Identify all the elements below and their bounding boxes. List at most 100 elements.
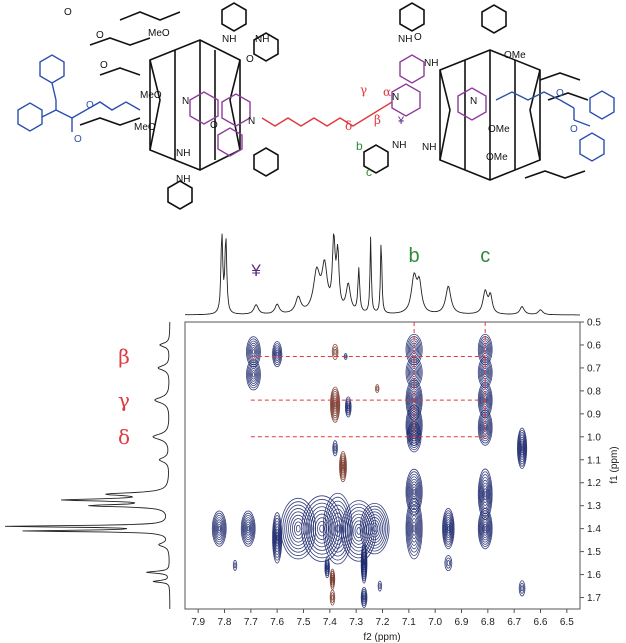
- contour-ring: [240, 510, 256, 547]
- contour-ring: [517, 427, 528, 469]
- contour-ring: [293, 521, 303, 536]
- contour-ring: [483, 488, 488, 501]
- contour-ring: [275, 349, 280, 359]
- contour-ring: [345, 398, 351, 416]
- contour-ring: [482, 367, 488, 378]
- contour-ring: [346, 510, 371, 552]
- contour-ring: [447, 525, 450, 532]
- contour-ring: [356, 527, 362, 535]
- contour-ring: [519, 436, 526, 460]
- contour-ring: [342, 464, 344, 470]
- x-tick-label: 7.5: [297, 617, 311, 628]
- contour-ring: [478, 510, 492, 547]
- y-axis: 0.5 0.6 0.7 0.8 0.9 1.0 1.1 1.2 1.3 1.4 1.5 1.6 1.7: [580, 318, 601, 604]
- contour-ring: [303, 499, 341, 559]
- contour-ring: [324, 557, 330, 579]
- y-tick-label: 0.9: [587, 409, 601, 420]
- contour-ring: [275, 531, 279, 544]
- contour-ring: [330, 572, 335, 586]
- structure-label-ome-3: OMe: [486, 152, 508, 163]
- contour-ring: [251, 370, 256, 380]
- structure-label-o-6: O: [414, 32, 422, 43]
- contour-ring: [442, 508, 455, 550]
- cross-peak: [246, 359, 261, 391]
- contour-ring: [308, 506, 336, 551]
- contour-ring: [325, 563, 329, 573]
- structure-label-nh-3: NH: [176, 148, 190, 159]
- y-tick-label: 1.1: [587, 455, 601, 466]
- structure-label-yen: ¥: [397, 115, 405, 127]
- structure-label-o-8: O: [86, 100, 94, 111]
- contour-ring: [520, 441, 525, 456]
- left-peak-label: β: [118, 344, 130, 368]
- structure-label-nh-2: NH: [255, 34, 269, 45]
- contour-ring: [352, 520, 365, 542]
- left-peak-label: δ: [118, 425, 130, 449]
- contour-ring: [325, 561, 329, 575]
- contour-ring: [326, 565, 329, 571]
- left-peak-label: γ: [118, 388, 130, 412]
- contour-ring: [446, 560, 450, 567]
- y-tick-label: 0.5: [587, 318, 601, 329]
- cross-peak: [477, 468, 493, 520]
- contour-ring: [330, 592, 335, 603]
- contour-ring: [274, 526, 280, 550]
- contour-ring: [329, 589, 336, 606]
- contour-ring: [480, 514, 491, 543]
- contour-ring: [520, 443, 524, 454]
- contour-ring: [408, 508, 420, 550]
- contour-ring: [361, 589, 367, 607]
- structure-label-o-1: O: [64, 7, 72, 18]
- contour-ring: [484, 525, 487, 532]
- contour-ring: [250, 367, 257, 382]
- contour-ring: [305, 502, 339, 555]
- contour-ring: [246, 526, 250, 532]
- contour-ring: [521, 445, 523, 451]
- y-tick-label: 1.7: [587, 593, 601, 604]
- structure-label-b: b: [356, 139, 363, 153]
- x-tick-label: 6.8: [481, 617, 495, 628]
- contour-ring: [406, 501, 422, 556]
- structure-label-nh-7: NH: [392, 140, 406, 151]
- contour-ring: [332, 395, 338, 414]
- contour-ring: [444, 555, 453, 572]
- contour-ring: [519, 582, 525, 594]
- contour-ring: [241, 512, 255, 545]
- contour-ring: [370, 522, 379, 535]
- x-tick-label: 7.7: [244, 617, 258, 628]
- top-spectrum-trace: [185, 233, 580, 316]
- contour-ring: [409, 478, 420, 505]
- red-alkyl-linker: [261, 101, 393, 127]
- contour-ring: [407, 473, 421, 510]
- contour-ring: [354, 523, 364, 539]
- structure-label-ome-2: OMe: [488, 124, 510, 135]
- cross-peak: [517, 427, 528, 469]
- contour-ring: [346, 400, 351, 414]
- y-tick-label: 1.5: [587, 547, 601, 558]
- x-tick-label: 7.3: [349, 617, 363, 628]
- y-tick-label: 1.4: [587, 524, 601, 535]
- cross-peak: [360, 542, 368, 584]
- contour-ring: [341, 461, 345, 472]
- x-tick-label: 7.9: [191, 617, 205, 628]
- structure-label-o-10: O: [570, 124, 578, 135]
- contour-ring: [252, 372, 255, 378]
- cross-peak: [344, 396, 352, 418]
- contour-ring: [362, 508, 387, 549]
- contour-ring: [375, 386, 379, 392]
- contour-ring: [332, 516, 343, 541]
- contour-ring: [333, 442, 338, 454]
- x-tick-label: 6.9: [455, 617, 469, 628]
- cross-peak: [246, 336, 261, 368]
- contour-ring: [412, 524, 416, 533]
- contour-ring: [275, 529, 280, 547]
- contour-ring: [213, 514, 225, 543]
- contour-ring: [412, 488, 416, 495]
- contour-ring: [481, 482, 489, 506]
- contour-ring: [329, 508, 347, 549]
- contour-ring: [211, 510, 227, 547]
- guide-lines: [250, 322, 486, 438]
- left-spectrum-trace: [4, 322, 171, 609]
- contour-ring: [217, 523, 222, 534]
